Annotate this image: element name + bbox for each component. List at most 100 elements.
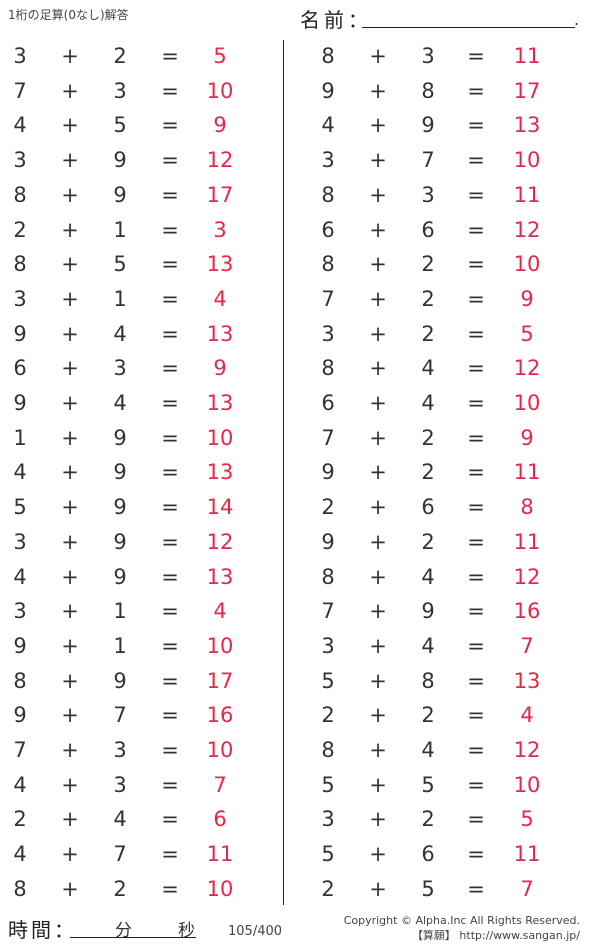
equals-sign: = (467, 113, 485, 138)
operand-b: 6 (421, 217, 435, 242)
operand-a: 4 (13, 842, 27, 867)
operand-b: 4 (421, 633, 435, 658)
equals-sign: = (161, 78, 179, 103)
answer: 4 (213, 286, 227, 311)
operand-a: 4 (321, 113, 335, 138)
plus-sign: + (369, 44, 387, 68)
answer: 13 (206, 460, 234, 485)
operand-b: 2 (421, 529, 435, 554)
name-label: 名前： (300, 8, 372, 32)
equals-sign: = (161, 113, 179, 138)
plus-sign: + (369, 842, 387, 867)
operand-a: 3 (13, 599, 27, 624)
answer: 5 (520, 807, 534, 832)
plus-sign: + (369, 148, 387, 173)
plus-sign: + (369, 113, 387, 138)
operand-a: 4 (13, 460, 27, 485)
operand-a: 8 (321, 564, 335, 589)
plus-sign: + (61, 772, 79, 797)
operand-b: 3 (113, 738, 127, 762)
equals-sign: = (161, 668, 179, 693)
operand-a: 2 (13, 217, 27, 242)
operand-a: 5 (321, 842, 335, 867)
operand-b: 6 (421, 495, 435, 520)
operand-b: 7 (421, 148, 435, 173)
plus-sign: + (369, 703, 387, 728)
equals-sign: = (161, 356, 179, 381)
operand-b: 4 (113, 807, 127, 832)
operand-b: 5 (421, 876, 435, 901)
operand-a: 8 (13, 876, 27, 901)
time-label: 時間： (8, 918, 77, 942)
plus-sign: + (61, 356, 79, 381)
answer: 11 (513, 182, 541, 207)
operand-a: 2 (13, 807, 27, 832)
operand-a: 6 (321, 217, 335, 242)
equals-sign: = (467, 668, 485, 693)
operand-a: 7 (13, 738, 27, 762)
operand-b: 9 (113, 495, 127, 520)
operand-a: 6 (321, 391, 335, 415)
operand-b: 8 (421, 668, 435, 693)
plus-sign: + (61, 633, 79, 658)
answer: 10 (513, 772, 541, 797)
operand-b: 5 (113, 113, 127, 138)
operand-a: 3 (321, 148, 335, 173)
operand-a: 9 (13, 321, 27, 346)
plus-sign: + (369, 356, 387, 381)
plus-sign: + (61, 44, 79, 68)
plus-sign: + (369, 78, 387, 103)
operand-a: 4 (13, 564, 27, 589)
plus-sign: + (61, 78, 79, 103)
operand-a: 8 (13, 668, 27, 693)
operand-b: 3 (421, 44, 435, 68)
answer: 5 (520, 321, 534, 346)
plus-sign: + (369, 599, 387, 624)
equals-sign: = (161, 217, 179, 242)
answer: 16 (206, 703, 234, 728)
equals-sign: = (467, 425, 485, 450)
operand-b: 6 (421, 842, 435, 867)
answer: 11 (206, 842, 234, 867)
operand-b: 8 (421, 78, 435, 103)
operand-a: 8 (321, 252, 335, 277)
equals-sign: = (161, 564, 179, 589)
equals-sign: = (467, 460, 485, 485)
plus-sign: + (61, 668, 79, 693)
operand-a: 3 (321, 633, 335, 658)
operand-a: 7 (321, 599, 335, 624)
equals-sign: = (161, 495, 179, 520)
equals-sign: = (161, 772, 179, 797)
equals-sign: = (161, 807, 179, 832)
operand-a: 7 (321, 425, 335, 450)
equals-sign: = (161, 738, 179, 762)
operand-b: 9 (113, 182, 127, 207)
answer: 14 (206, 495, 234, 520)
operand-b: 4 (421, 564, 435, 589)
plus-sign: + (61, 391, 79, 415)
equals-sign: = (467, 182, 485, 207)
operand-a: 9 (13, 703, 27, 728)
operand-b: 9 (113, 529, 127, 554)
plus-sign: + (369, 807, 387, 832)
operand-b: 4 (421, 391, 435, 415)
answer: 10 (513, 391, 541, 415)
plus-sign: + (369, 425, 387, 450)
operand-b: 3 (113, 356, 127, 381)
equals-sign: = (161, 529, 179, 554)
equals-sign: = (467, 495, 485, 520)
answer: 7 (520, 876, 534, 901)
equals-sign: = (161, 44, 179, 68)
plus-sign: + (61, 425, 79, 450)
equals-sign: = (161, 391, 179, 415)
plus-sign: + (369, 495, 387, 520)
plus-sign: + (369, 529, 387, 554)
operand-b: 2 (421, 321, 435, 346)
minutes-label: 分 (115, 921, 132, 941)
equals-sign: = (467, 78, 485, 103)
answer: 12 (206, 148, 234, 173)
plus-sign: + (61, 286, 79, 311)
plus-sign: + (61, 703, 79, 728)
answer: 10 (206, 876, 234, 901)
